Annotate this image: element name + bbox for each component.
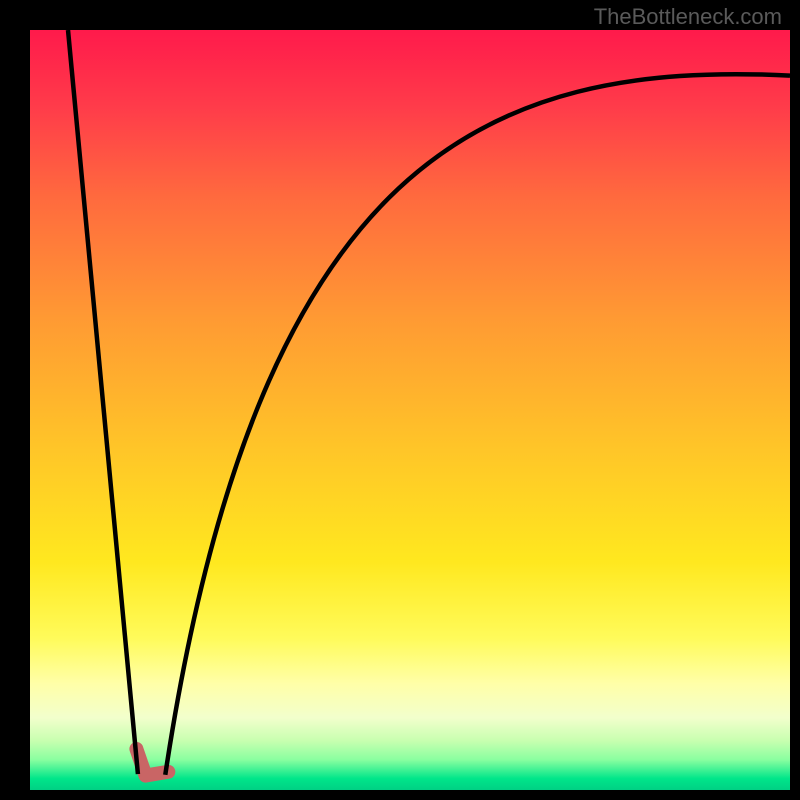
left-branch-line	[68, 30, 138, 774]
bottleneck-chart	[30, 30, 790, 790]
curve-layer	[30, 30, 790, 790]
attribution-label: TheBottleneck.com	[594, 4, 782, 30]
right-branch-curve	[165, 74, 790, 775]
